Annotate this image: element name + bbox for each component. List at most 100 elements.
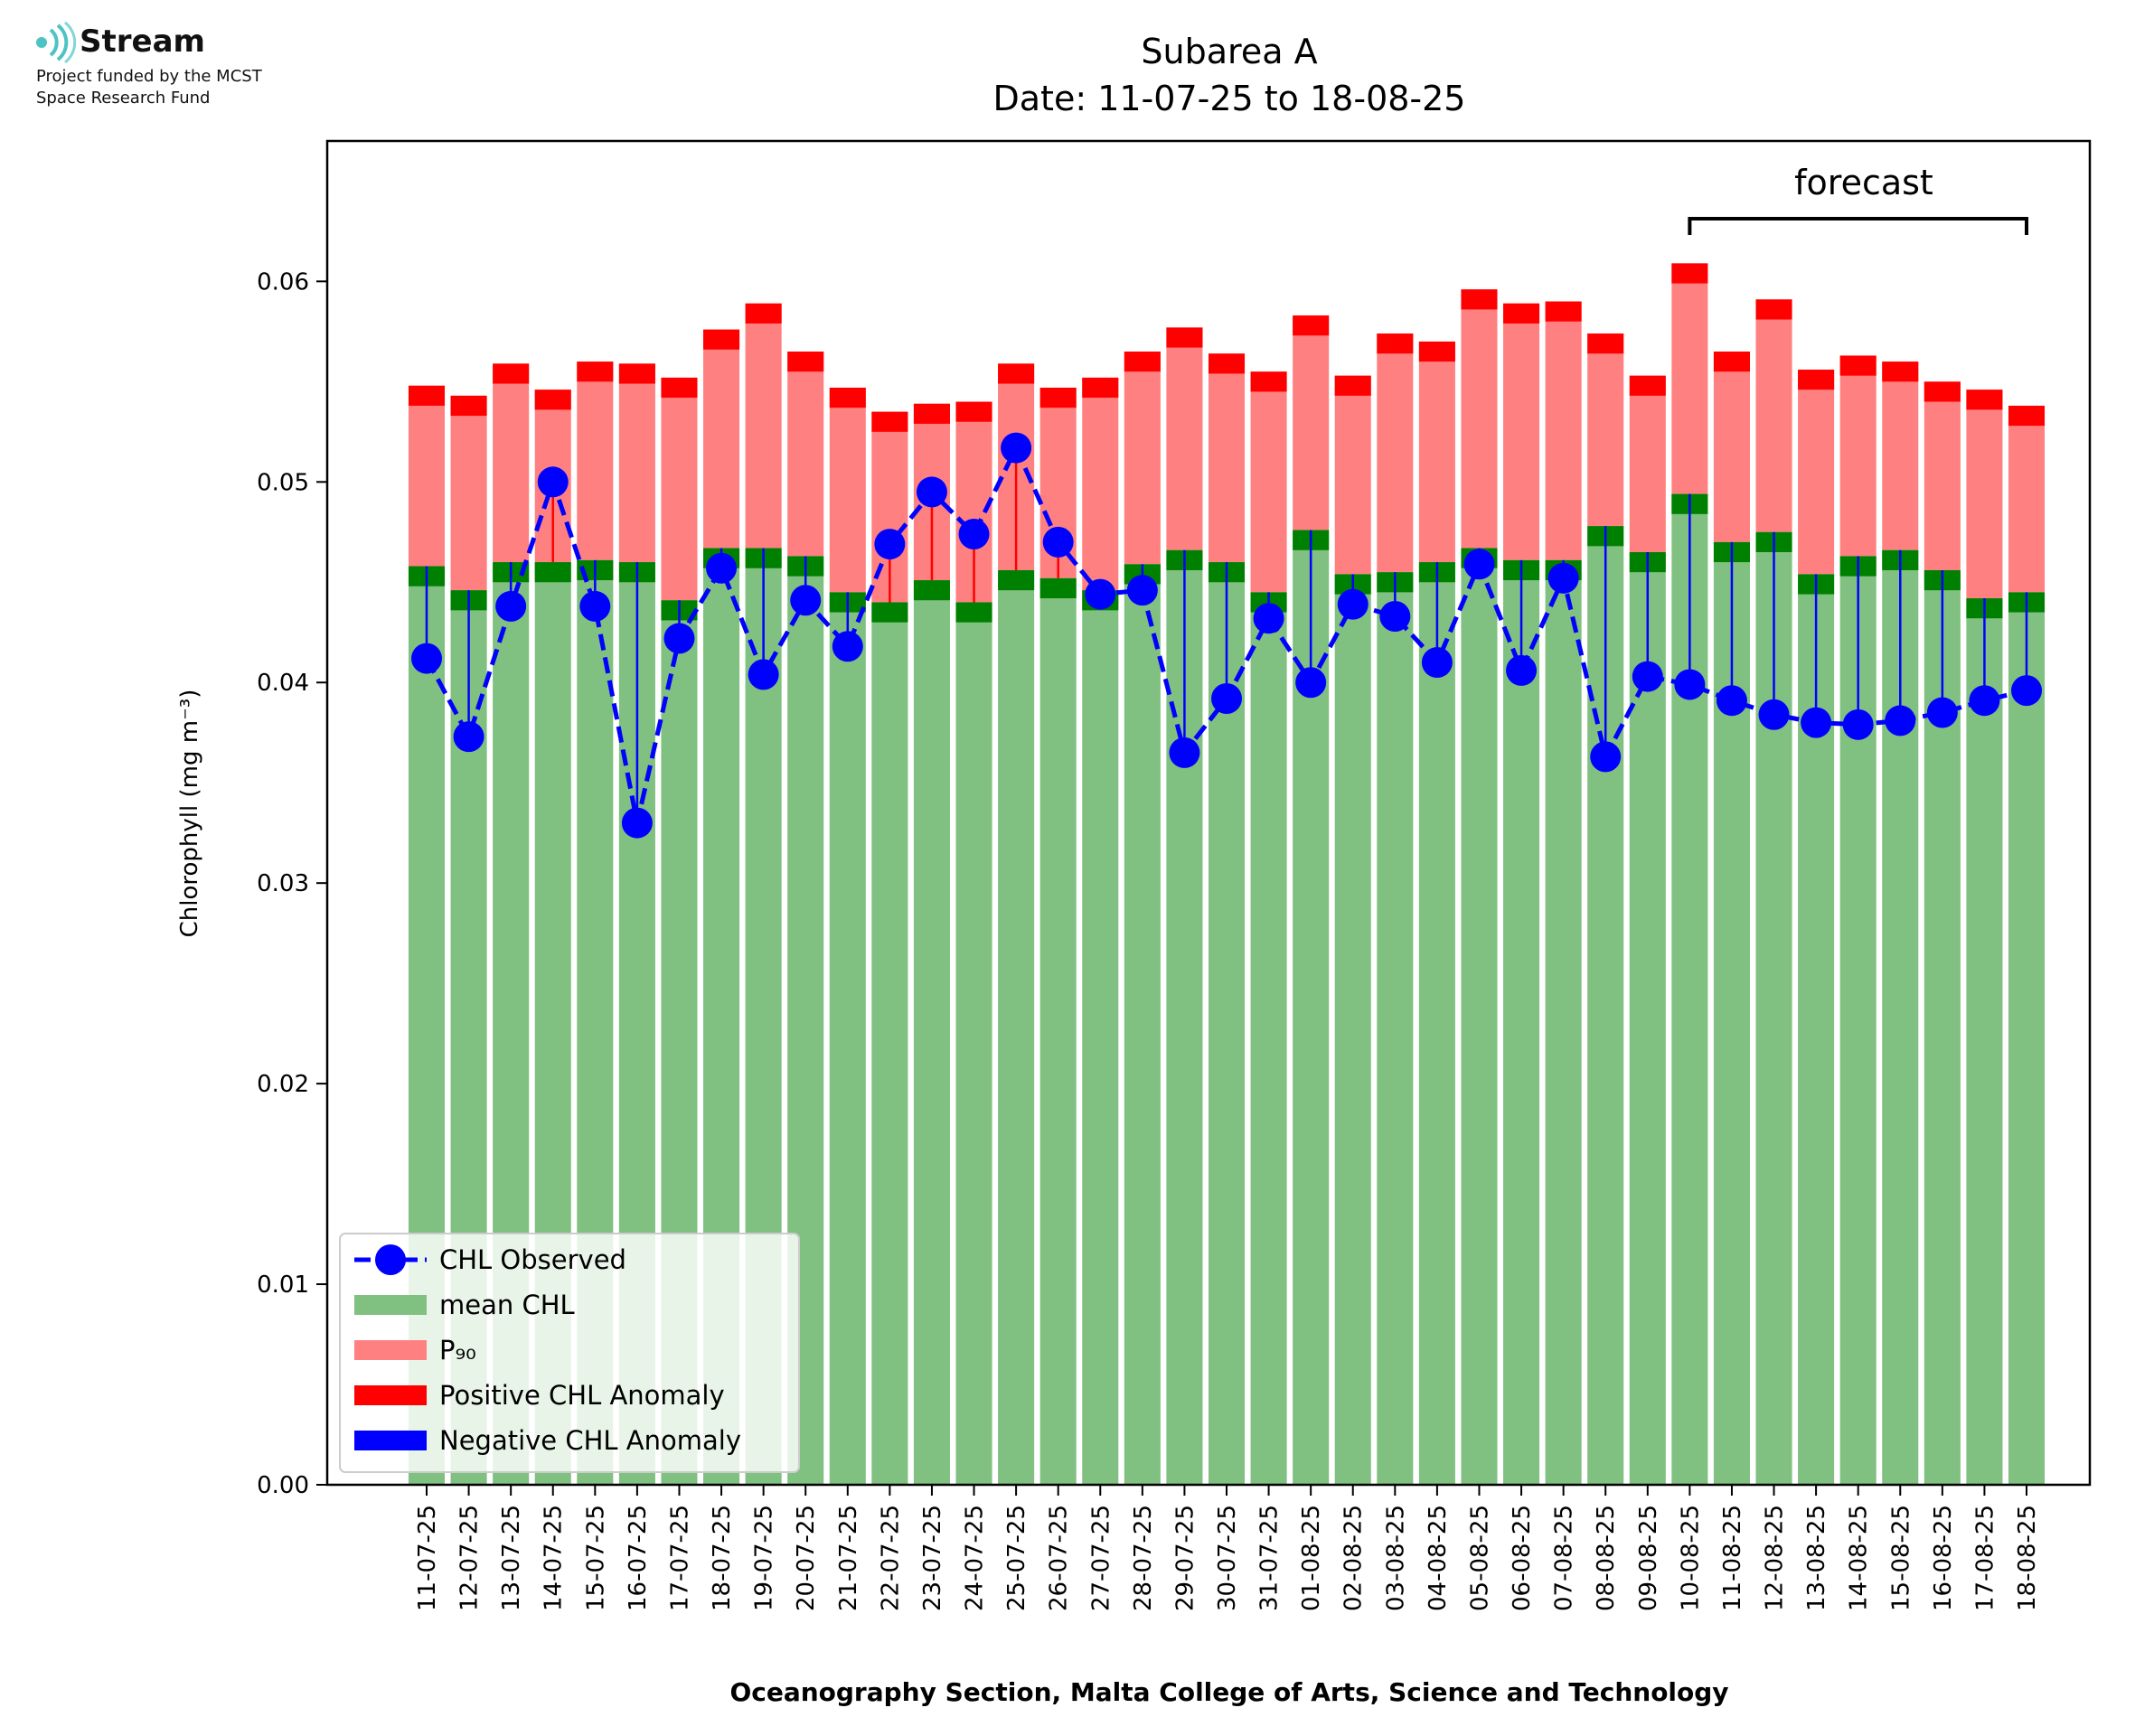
p90-bar: [829, 387, 866, 593]
chl-observed-point: [1969, 685, 2000, 717]
legend-label: P₉₀: [439, 1335, 476, 1365]
mean-chl-bar: [1545, 559, 1582, 1485]
p90-cap: [618, 363, 655, 384]
chl-observed-point: [1001, 432, 1032, 464]
p90-bar: [1503, 303, 1540, 560]
chl-observed-point: [663, 623, 695, 654]
p90-bar: [1166, 327, 1203, 550]
y-tick-label: 0.01: [257, 1272, 309, 1299]
logo-brand: Stream: [80, 23, 205, 60]
p90-cap: [1629, 375, 1666, 396]
mean-chl-bar: [1334, 574, 1371, 1485]
chl-observed-point: [958, 519, 990, 550]
y-tick-label: 0.05: [257, 469, 309, 496]
legend-dot-swatch: [375, 1244, 406, 1275]
chl-observed-point: [621, 807, 653, 839]
p90-bar: [577, 361, 614, 560]
p90-cap: [703, 329, 740, 350]
x-tick-label: 15-07-25: [582, 1505, 609, 1611]
x-tick-label: 25-07-25: [1003, 1505, 1030, 1611]
x-tick-label: 14-08-25: [1846, 1505, 1873, 1611]
p90-cap: [1545, 301, 1582, 322]
p90-bar: [1798, 370, 1835, 575]
p90-cap: [1503, 303, 1540, 324]
mean-chl-bar: [1250, 592, 1287, 1485]
p90-bar: [1671, 263, 1708, 494]
mean-chl-bar: [871, 602, 908, 1485]
forecast-label: forecast: [1794, 163, 1933, 202]
chl-observed-point: [495, 590, 527, 622]
legend-patch-swatch: [354, 1385, 427, 1405]
mean-cap: [998, 569, 1035, 591]
x-tick-label: 20-07-25: [793, 1505, 820, 1611]
p90-bar: [450, 395, 487, 591]
mean-chl-bar: [1461, 548, 1498, 1485]
y-tick-label: 0.02: [257, 1071, 309, 1098]
x-tick-label: 11-08-25: [1719, 1505, 1746, 1611]
mean-cap: [913, 580, 950, 601]
mean-cap: [955, 602, 992, 623]
p90-cap: [1798, 370, 1835, 390]
p90-cap: [493, 363, 530, 384]
p90-cap: [1924, 381, 1961, 402]
x-tick-label: 08-08-25: [1593, 1505, 1620, 1611]
x-tick-label: 31-07-25: [1256, 1505, 1284, 1611]
logo-funding-line-1: Project funded by the MCST: [36, 67, 262, 86]
forecast-bracket: [1688, 217, 2028, 235]
p90-bar: [1418, 341, 1455, 563]
legend-patch-swatch: [354, 1431, 427, 1450]
p90-cap: [1966, 389, 2003, 410]
x-tick-label: 13-07-25: [498, 1505, 525, 1611]
p90-cap: [534, 389, 571, 410]
p90-cap: [1039, 387, 1077, 408]
mean-chl-bar: [1124, 564, 1161, 1485]
chl-observed-point: [1253, 603, 1284, 634]
y-tick-label: 0.00: [257, 1472, 309, 1499]
chl-observed-point: [832, 631, 863, 662]
legend-patch-swatch: [354, 1340, 427, 1360]
y-tick-label: 0.04: [257, 670, 309, 697]
x-tick-label: 28-07-25: [1130, 1505, 1157, 1611]
chl-observed-point: [1885, 705, 1916, 737]
x-tick-label: 17-07-25: [666, 1505, 693, 1611]
legend-label: Positive CHL Anomaly: [439, 1380, 725, 1411]
p90-cap: [1250, 371, 1287, 392]
p90-cap: [1293, 315, 1330, 336]
logo-funding-line-2: Space Research Fund: [36, 89, 211, 108]
x-tick-label: 12-08-25: [1762, 1505, 1789, 1611]
mean-chl-bar: [829, 592, 866, 1485]
p90-bar: [618, 363, 655, 563]
p90-cap: [1587, 333, 1624, 354]
chl-observed-point: [1674, 669, 1706, 700]
p90-cap: [1334, 375, 1371, 396]
p90-cap: [1418, 341, 1455, 362]
p90-bar: [1966, 389, 2003, 599]
x-tick-label: 18-07-25: [709, 1505, 736, 1611]
mean-chl-bar: [1082, 590, 1119, 1485]
chl-observed-point: [453, 721, 484, 753]
p90-cap: [1713, 352, 1750, 372]
x-tick-label: 02-08-25: [1340, 1505, 1368, 1611]
mean-chl-bar: [955, 602, 992, 1485]
mean-chl-bar: [998, 569, 1035, 1485]
x-tick-label: 03-08-25: [1382, 1505, 1409, 1611]
p90-bar: [1124, 352, 1161, 565]
x-tick-label: 21-07-25: [835, 1505, 862, 1611]
x-tick-label: 13-08-25: [1803, 1505, 1830, 1611]
mean-chl-bar: [1966, 598, 2003, 1485]
chl-observed-point: [1295, 667, 1327, 699]
chl-observed-point: [411, 643, 442, 674]
x-tick-label: 22-07-25: [877, 1505, 904, 1611]
chl-observed-point: [1547, 562, 1579, 594]
chl-observed-point: [1211, 682, 1242, 714]
x-tick-label: 16-08-25: [1930, 1505, 1957, 1611]
p90-cap: [787, 352, 824, 372]
mean-chl-bar: [1629, 551, 1666, 1486]
p90-cap: [577, 361, 614, 382]
p90-bar: [1839, 355, 1877, 557]
p90-cap: [913, 403, 950, 424]
chl-observed-point: [1716, 685, 1747, 717]
x-tick-label: 09-08-25: [1635, 1505, 1662, 1611]
p90-bar: [1629, 375, 1666, 552]
chl-observed-point: [1379, 600, 1411, 632]
